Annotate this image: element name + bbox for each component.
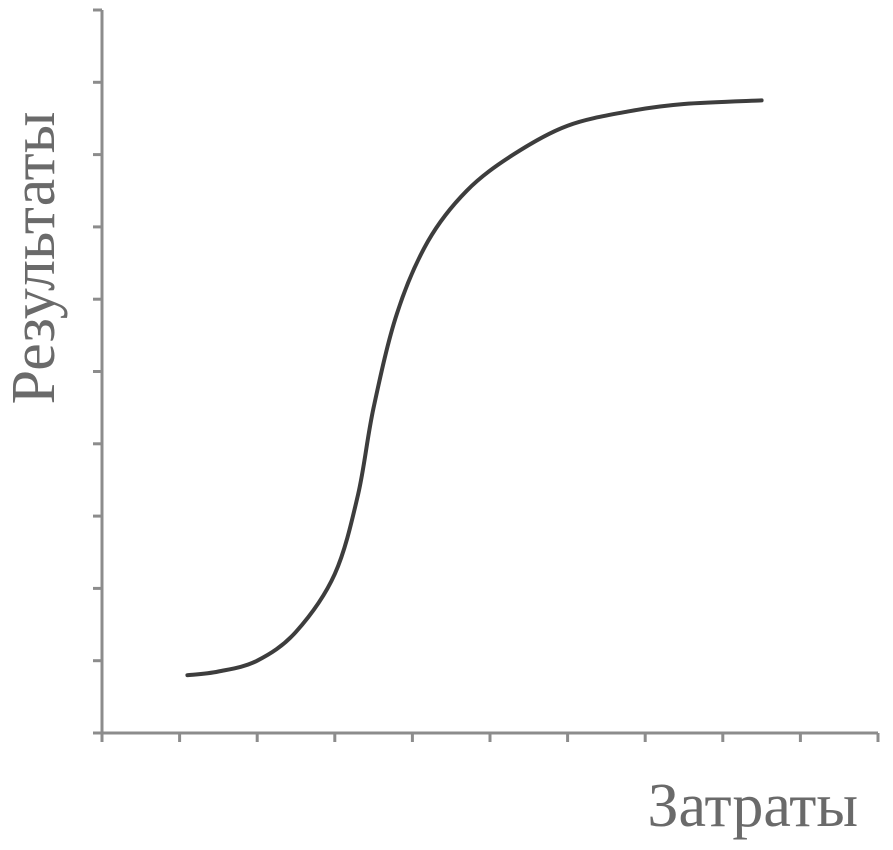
y-ticks <box>93 8 102 735</box>
axes <box>93 8 880 742</box>
series-line <box>185 98 764 678</box>
y-axis-label: Результаты <box>0 112 68 405</box>
x-axis-label: Затраты <box>648 772 859 840</box>
x-ticks <box>100 733 880 742</box>
